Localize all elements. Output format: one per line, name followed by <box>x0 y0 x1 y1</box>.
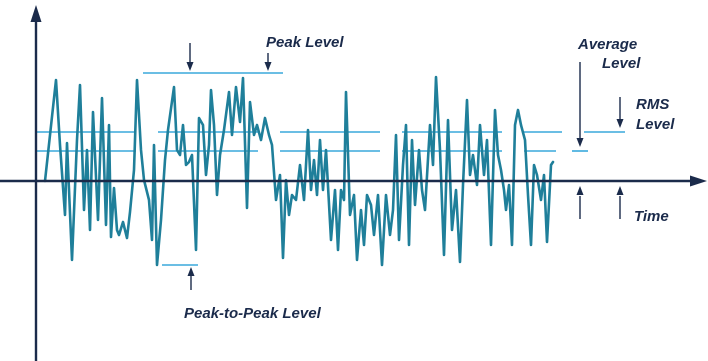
average-level-label-line2: Level <box>602 55 641 72</box>
average-level-annotation: Average Level <box>576 36 641 219</box>
down-arrow-icon <box>186 62 194 71</box>
down-arrow-icon <box>616 119 624 128</box>
y-axis-arrow-icon <box>30 5 42 22</box>
time-label: Time <box>634 208 669 225</box>
peak-level-label: Peak Level <box>266 34 344 51</box>
peak-to-peak-level-label: Peak-to-Peak Level <box>184 305 322 322</box>
signal-waveform <box>43 75 555 267</box>
up-arrow-icon <box>187 267 195 276</box>
rms-level-label-line1: RMS <box>636 96 669 113</box>
peak-to-peak-annotation: Peak-to-Peak Level <box>184 267 322 322</box>
peak-level-annotation: Peak Level <box>186 34 344 71</box>
rms-level-annotation: RMS Level <box>616 96 675 219</box>
down-arrow-icon <box>576 138 584 147</box>
rms-level-label-line2: Level <box>636 116 675 133</box>
up-arrow-icon <box>616 186 624 195</box>
up-arrow-icon <box>576 186 584 195</box>
x-axis-arrow-icon <box>690 175 707 187</box>
down-arrow-icon <box>264 62 272 71</box>
axes <box>0 5 707 361</box>
average-level-label-line1: Average <box>577 36 637 53</box>
